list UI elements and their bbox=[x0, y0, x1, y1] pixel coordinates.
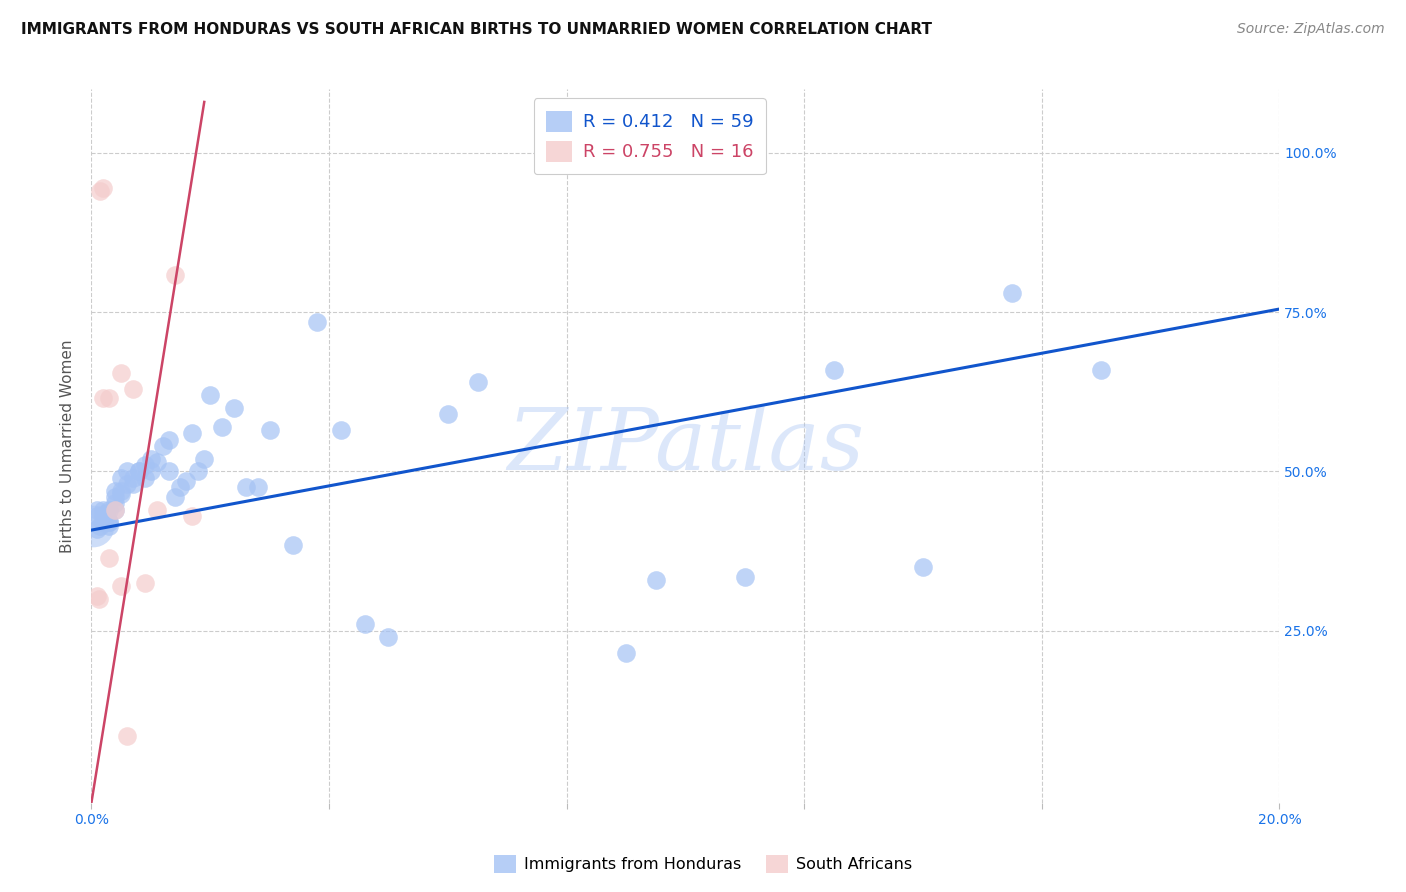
Point bbox=[110, 366, 132, 380]
Point bbox=[86, 589, 108, 603]
Point bbox=[104, 496, 127, 510]
Point bbox=[163, 268, 186, 283]
Point bbox=[91, 502, 114, 516]
Point bbox=[104, 502, 127, 516]
Point bbox=[115, 465, 138, 479]
Text: Source: ZipAtlas.com: Source: ZipAtlas.com bbox=[1237, 22, 1385, 37]
Text: ZIPatlas: ZIPatlas bbox=[506, 405, 865, 487]
Point bbox=[134, 458, 156, 472]
Point bbox=[91, 509, 114, 524]
Y-axis label: Births to Unmarried Women: Births to Unmarried Women bbox=[60, 339, 76, 553]
Point bbox=[87, 591, 110, 606]
Point bbox=[91, 181, 114, 195]
Point bbox=[467, 376, 489, 390]
Point bbox=[377, 630, 399, 644]
Point bbox=[187, 465, 209, 479]
Point bbox=[128, 465, 150, 479]
Point bbox=[134, 576, 156, 591]
Point bbox=[122, 471, 145, 485]
Point bbox=[115, 477, 138, 491]
Point bbox=[98, 516, 121, 530]
Point bbox=[614, 646, 637, 660]
Point bbox=[235, 480, 257, 494]
Point bbox=[193, 451, 215, 466]
Point bbox=[139, 465, 162, 479]
Point bbox=[122, 382, 145, 396]
Point bbox=[169, 480, 191, 494]
Point bbox=[152, 439, 174, 453]
Point bbox=[89, 518, 111, 533]
Text: IMMIGRANTS FROM HONDURAS VS SOUTH AFRICAN BIRTHS TO UNMARRIED WOMEN CORRELATION : IMMIGRANTS FROM HONDURAS VS SOUTH AFRICA… bbox=[21, 22, 932, 37]
Point bbox=[104, 502, 127, 516]
Point bbox=[157, 433, 180, 447]
Point bbox=[98, 391, 121, 405]
Point bbox=[436, 407, 458, 421]
Point bbox=[307, 315, 329, 329]
Point bbox=[96, 506, 118, 520]
Point bbox=[98, 516, 121, 530]
Legend: R = 0.412   N = 59, R = 0.755   N = 16: R = 0.412 N = 59, R = 0.755 N = 16 bbox=[534, 98, 766, 174]
Point bbox=[110, 483, 132, 498]
Point bbox=[145, 502, 167, 516]
Point bbox=[157, 465, 180, 479]
Point bbox=[89, 184, 111, 198]
Point bbox=[823, 362, 845, 376]
Point bbox=[104, 483, 127, 498]
Point bbox=[222, 401, 245, 415]
Point bbox=[200, 388, 222, 402]
Point bbox=[1001, 286, 1024, 301]
Point bbox=[86, 502, 108, 516]
Point bbox=[110, 579, 132, 593]
Point bbox=[82, 518, 104, 533]
Point bbox=[211, 420, 233, 434]
Point bbox=[1090, 362, 1112, 376]
Point bbox=[91, 391, 114, 405]
Point bbox=[283, 538, 305, 552]
Point bbox=[98, 550, 121, 565]
Point bbox=[259, 423, 281, 437]
Point bbox=[911, 560, 934, 574]
Point bbox=[128, 465, 150, 479]
Point bbox=[353, 617, 375, 632]
Point bbox=[176, 474, 198, 488]
Point bbox=[181, 426, 204, 441]
Point bbox=[110, 487, 132, 501]
Point bbox=[86, 522, 108, 536]
Point bbox=[246, 480, 269, 494]
Point bbox=[104, 490, 127, 504]
Point bbox=[91, 516, 114, 530]
Legend: Immigrants from Honduras, South Africans: Immigrants from Honduras, South Africans bbox=[488, 848, 918, 880]
Point bbox=[145, 455, 167, 469]
Point bbox=[734, 569, 756, 583]
Point bbox=[115, 729, 138, 743]
Point bbox=[110, 471, 132, 485]
Point bbox=[122, 477, 145, 491]
Point bbox=[134, 471, 156, 485]
Point bbox=[98, 518, 121, 533]
Point bbox=[329, 423, 352, 437]
Point bbox=[86, 509, 108, 524]
Point bbox=[644, 573, 666, 587]
Point bbox=[139, 451, 162, 466]
Point bbox=[98, 502, 121, 516]
Point bbox=[163, 490, 186, 504]
Point bbox=[181, 509, 204, 524]
